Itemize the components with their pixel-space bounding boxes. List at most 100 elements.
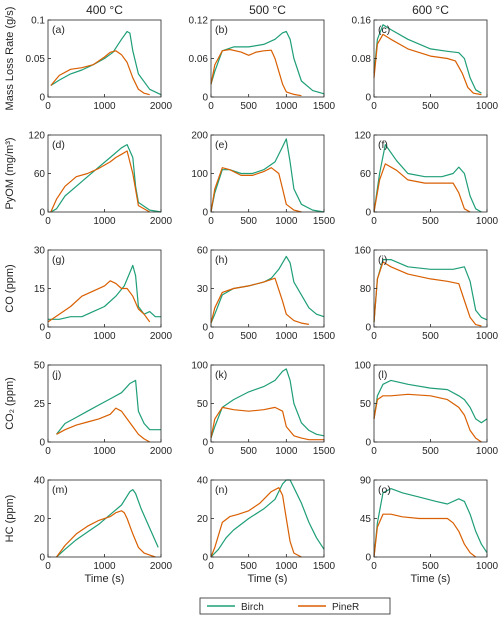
- y-axis-label: HC (ppm): [4, 495, 16, 543]
- x-tick-label: 1500: [313, 446, 336, 457]
- x-tick-label: 0: [208, 101, 214, 112]
- series-line-piner: [210, 167, 302, 213]
- x-tick-label: 500: [240, 101, 257, 112]
- y-tick-label: 0: [39, 553, 45, 564]
- x-tick-label: 1000: [93, 101, 116, 112]
- y-tick-label: 50: [360, 399, 372, 410]
- y-tick-label: 0: [39, 208, 45, 219]
- series-line-birch: [373, 259, 488, 323]
- x-tick-label: 1500: [313, 101, 336, 112]
- panel-letter: (b): [215, 24, 228, 36]
- panel-letter: (f): [378, 139, 388, 151]
- y-tick-label: 50: [34, 361, 46, 372]
- axes-frame: [373, 19, 488, 98]
- x-tick-label: 1000: [275, 216, 298, 227]
- panel-letter: (g): [52, 254, 65, 266]
- y-tick-label: 0.1: [31, 16, 45, 27]
- series-line-piner: [373, 393, 482, 443]
- series-line-piner: [56, 510, 156, 558]
- y-axis-label: Mass Loss Rate (g/s): [4, 7, 16, 111]
- y-tick-label: 0.16: [352, 16, 372, 27]
- axes-frame: [210, 134, 325, 213]
- axes-frame: [210, 249, 325, 328]
- y-tick-label: 60: [34, 169, 46, 180]
- panel-b: 0 0.06 0.12 0 500 1000 1500 (b): [189, 16, 336, 113]
- x-tick-label: 1000: [476, 561, 499, 572]
- x-tick-label: 500: [422, 446, 439, 457]
- axes-frame: [373, 134, 488, 213]
- series-line-birch: [210, 255, 325, 324]
- x-tick-label: 1000: [93, 216, 116, 227]
- y-tick-label: 0: [365, 93, 371, 104]
- x-tick-label: 500: [240, 216, 257, 227]
- x-tick-label: 0: [371, 446, 377, 457]
- y-tick-label: 200: [191, 131, 208, 142]
- y-tick-label: 0.08: [352, 54, 372, 65]
- series-line-birch: [373, 24, 482, 94]
- y-tick-label: 0: [202, 323, 208, 334]
- column-title: 500 °C: [249, 3, 286, 17]
- panel-letter: (a): [52, 24, 65, 36]
- series-line-birch: [373, 144, 482, 213]
- y-tick-label: 0.12: [189, 16, 209, 27]
- series-line-piner: [47, 280, 151, 323]
- x-tick-label: 500: [422, 216, 439, 227]
- y-tick-label: 90: [360, 476, 372, 487]
- panel-letter: (e): [215, 139, 228, 151]
- x-tick-label: 0: [45, 216, 51, 227]
- y-tick-label: 120: [28, 131, 45, 142]
- series-line-birch: [50, 30, 162, 96]
- y-tick-label: 0: [365, 553, 371, 564]
- y-tick-label: 30: [34, 246, 46, 257]
- y-axis-label: CO (ppm): [4, 264, 16, 312]
- x-tick-label: 1500: [313, 331, 336, 342]
- axes-frame: [47, 364, 162, 443]
- series-line-birch: [56, 379, 161, 435]
- legend-label-birch: Birch: [241, 602, 264, 613]
- x-tick-label: 2000: [150, 446, 173, 457]
- x-tick-label: 0: [45, 101, 51, 112]
- series-line-piner: [373, 33, 482, 96]
- y-tick-label: 0.05: [26, 54, 46, 65]
- panel-n: 0 20 40 0 500 1000 1500 (n): [197, 476, 336, 573]
- x-tick-label: 1000: [476, 446, 499, 457]
- series-line-piner: [373, 513, 477, 558]
- panel-c: 0 0.08 0.16 0 500 1000 (c): [352, 16, 499, 113]
- x-tick-label: 500: [240, 331, 257, 342]
- column-title: 400 °C: [86, 3, 123, 17]
- panel-m: 0 20 40 0 1000 2000 (m): [34, 476, 173, 573]
- y-tick-label: 0: [202, 208, 208, 219]
- x-tick-label: 1000: [476, 216, 499, 227]
- y-axis-label: CO₂ (ppm): [4, 377, 16, 430]
- x-tick-label: 0: [208, 561, 214, 572]
- x-tick-label: 0: [371, 561, 377, 572]
- x-tick-label: 0: [45, 561, 51, 572]
- series-line-birch: [210, 479, 325, 558]
- series-line-birch: [210, 30, 325, 95]
- panel-j: 0 25 50 0 1000 2000 (j): [34, 361, 173, 458]
- panel-letter: (d): [52, 139, 65, 151]
- y-axis-label: PyOM (mg/m³): [4, 137, 16, 209]
- x-axis-label: Time (s): [248, 573, 288, 585]
- series-line-birch: [210, 368, 325, 439]
- series-line-birch: [373, 379, 488, 424]
- axes-frame: [47, 249, 162, 328]
- x-tick-label: 2000: [150, 216, 173, 227]
- panel-letter: (i): [378, 254, 387, 266]
- panel-d: 0 60 120 0 1000 2000 (d): [28, 131, 172, 228]
- y-tick-label: 40: [34, 476, 46, 487]
- x-tick-label: 1000: [476, 101, 499, 112]
- y-tick-label: 0: [202, 553, 208, 564]
- x-tick-label: 0: [371, 216, 377, 227]
- x-tick-label: 1000: [275, 561, 298, 572]
- panel-letter: (m): [52, 484, 68, 496]
- y-tick-label: 100: [354, 361, 371, 372]
- series-line-piner: [50, 150, 150, 213]
- y-tick-label: 60: [197, 246, 209, 257]
- x-tick-label: 1000: [93, 331, 116, 342]
- series-line-birch: [373, 488, 488, 558]
- y-tick-label: 0: [202, 93, 208, 104]
- y-tick-label: 100: [191, 361, 208, 372]
